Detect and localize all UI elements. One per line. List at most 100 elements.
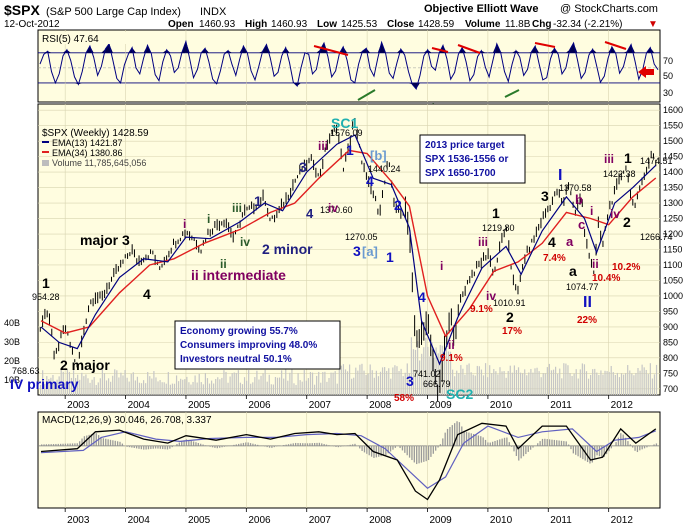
- price-tick-label: 850: [663, 337, 678, 347]
- macd-histogram-bar: [304, 443, 306, 446]
- macd-histogram-bar: [247, 442, 249, 446]
- volume-bar: [219, 379, 221, 395]
- macd-histogram-bar: [233, 444, 235, 446]
- macd-histogram-bar: [154, 445, 157, 449]
- wave-label: IV primary: [10, 376, 79, 392]
- macd-histogram-bar: [541, 438, 544, 446]
- macd-histogram-bar: [378, 445, 380, 457]
- volume-bar: [505, 377, 507, 395]
- price-tick-label: 1450: [663, 152, 683, 162]
- macd-histogram-bar: [556, 440, 558, 446]
- wave-label: ii: [592, 257, 599, 271]
- macd-histogram-bar: [67, 443, 69, 446]
- volume-bar: [289, 372, 291, 395]
- volume-bar: [93, 377, 95, 395]
- low-value: 1425.53: [341, 19, 378, 30]
- volume-bar: [637, 368, 639, 395]
- volume-bar: [107, 378, 110, 395]
- year-label: 2003: [67, 515, 90, 526]
- macd-histogram-bar: [508, 442, 510, 446]
- macd-histogram-bar: [527, 445, 529, 452]
- volume-bar: [338, 367, 340, 395]
- macd-histogram-bar: [560, 440, 563, 446]
- macd-histogram-bar: [408, 445, 411, 458]
- volume-bar: [454, 376, 456, 395]
- year-label: 2005: [188, 515, 211, 526]
- volume-bar: [620, 373, 623, 395]
- volume-bar: [206, 378, 209, 395]
- macd-histogram-bar: [230, 445, 233, 446]
- macd-histogram-bar: [183, 440, 185, 446]
- volume-bar: [95, 384, 97, 395]
- volume-bar: [46, 376, 48, 395]
- macd-histogram-bar: [375, 445, 377, 458]
- volume-bar: [130, 373, 132, 395]
- volume-bar: [246, 380, 248, 395]
- volume-bar: [501, 371, 503, 395]
- macd-histogram-bar: [420, 445, 423, 463]
- volume-bar: [522, 373, 524, 395]
- wave-label: 3: [299, 159, 307, 175]
- volume-bar: [355, 367, 357, 395]
- volume-bar: [649, 363, 651, 395]
- year-label: 2011: [550, 400, 572, 411]
- macd-histogram-bar: [563, 441, 565, 446]
- volume-bar: [153, 371, 155, 395]
- ema13-swatch: [42, 141, 49, 143]
- volume-bar: [283, 378, 285, 395]
- volume-bar: [608, 371, 610, 395]
- wave-label: major 3: [80, 232, 130, 248]
- wave-label: ii: [220, 257, 227, 271]
- wave-label: iv: [240, 235, 250, 249]
- wave-label: i: [207, 212, 210, 226]
- macd-histogram-bar: [418, 445, 420, 464]
- volume-bar: [575, 369, 577, 395]
- macd-histogram-bar: [52, 444, 55, 446]
- macd-histogram-bar: [162, 445, 164, 450]
- volume-bar: [616, 372, 618, 395]
- volume-bar: [629, 370, 631, 395]
- pct-label: 17%: [502, 326, 522, 337]
- volume-bar: [151, 378, 153, 395]
- volume-axis-30b: 30B: [4, 337, 20, 347]
- macd-histogram-bar: [522, 445, 525, 457]
- volume-bar: [647, 374, 649, 395]
- macd-histogram-bar: [135, 445, 138, 449]
- volume-bar: [447, 351, 450, 395]
- year-label: 2010: [490, 400, 513, 411]
- volume-bar: [633, 375, 635, 395]
- macd-histogram-bar: [114, 440, 116, 446]
- macd-histogram-bar: [81, 438, 83, 446]
- price-tick-label: 1200: [663, 229, 683, 239]
- macd-histogram-bar: [245, 442, 247, 446]
- macd-histogram-bar: [463, 430, 465, 446]
- volume-bar: [42, 370, 44, 395]
- wave-label: II: [583, 294, 592, 311]
- open-value: 1460.93: [199, 19, 236, 30]
- wave-label: 4: [418, 289, 426, 305]
- macd-histogram-bar: [100, 437, 102, 446]
- volume-bar: [513, 365, 515, 395]
- macd-histogram-bar: [50, 444, 52, 446]
- price-label: 1440.24: [368, 164, 401, 174]
- macd-histogram-bar: [529, 445, 532, 450]
- x-axis-bottom: 2003 2004 2005 2006 2007 2008 2009 2010 2011 2012: [64, 508, 633, 526]
- volume-bar: [326, 381, 328, 395]
- price-label: 1219.80: [482, 223, 515, 233]
- price-tick-label: 1550: [663, 121, 683, 131]
- volume-bar: [435, 347, 437, 395]
- close-label: Close: [387, 19, 415, 30]
- macd-histogram-bar: [299, 443, 302, 446]
- price-legend-symbol: $SPX (Weekly) 1428.59: [42, 128, 149, 139]
- volume-bar: [489, 365, 491, 395]
- volume-bar: [184, 379, 186, 395]
- macd-histogram-bar: [138, 445, 140, 449]
- wave-label: ii intermediate: [191, 267, 286, 283]
- volume-bar: [340, 365, 342, 395]
- volume-bar: [598, 374, 600, 395]
- macd-histogram-bar: [503, 437, 506, 446]
- macd-histogram-bar: [276, 445, 278, 447]
- macd-histogram-bar: [392, 445, 394, 450]
- macd-histogram-bar: [105, 438, 107, 446]
- macd-histogram-bar: [470, 433, 472, 446]
